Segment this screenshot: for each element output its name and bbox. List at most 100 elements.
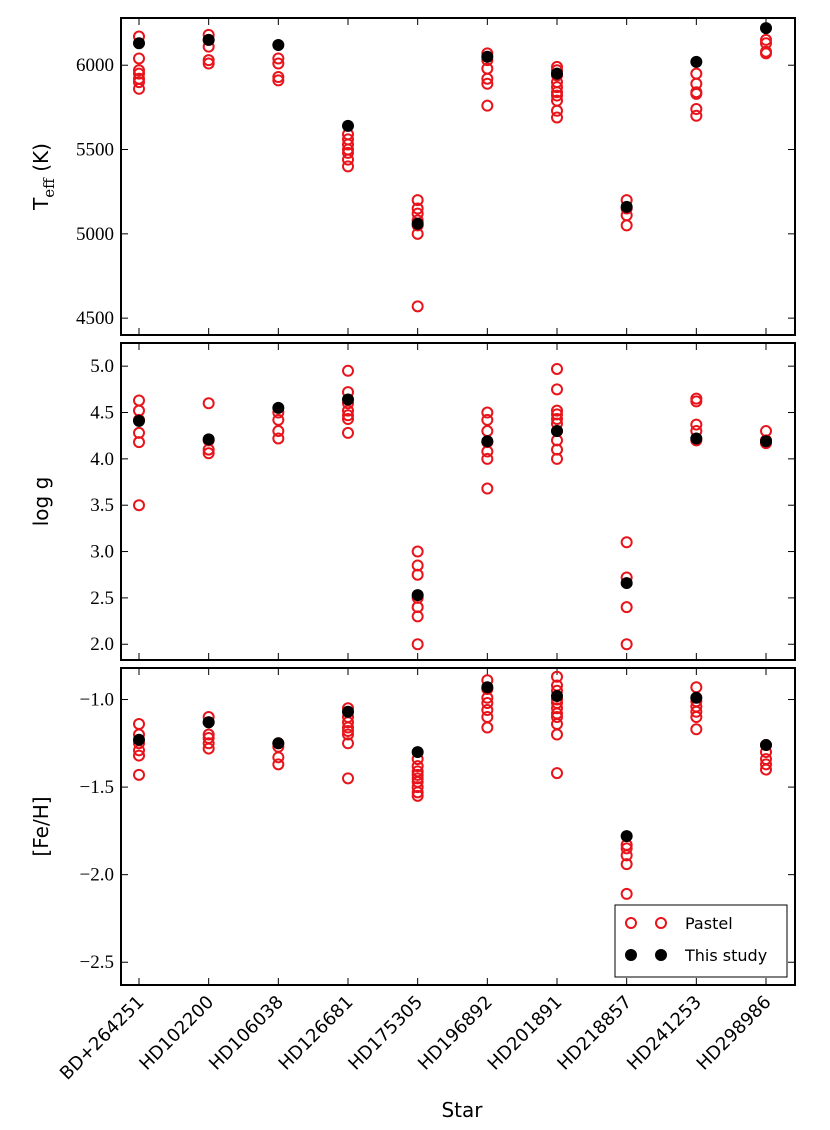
legend-label-pastel: Pastel xyxy=(685,914,733,933)
this-study-point xyxy=(272,38,285,51)
category-label: HD201891 xyxy=(484,992,567,1075)
panel-feh: −2.5 −2.0 −1.5 −1.0 [Fe/H] xyxy=(29,667,796,986)
pastel-point xyxy=(551,89,563,102)
this-study-point xyxy=(760,739,772,752)
pastel-point xyxy=(620,849,633,862)
category-label: HD126681 xyxy=(275,992,358,1075)
category-label: HD298986 xyxy=(693,992,776,1075)
y-tick-label: 2.5 xyxy=(90,588,114,609)
pastel-point xyxy=(481,721,494,734)
pastel-point xyxy=(551,413,563,426)
pastel-point xyxy=(202,737,215,750)
this-study-point xyxy=(342,119,354,132)
pastel-point xyxy=(690,87,703,100)
this-study-point xyxy=(202,433,215,446)
pastel-point xyxy=(272,758,285,771)
pastel-point xyxy=(202,54,215,67)
pastel-point xyxy=(272,413,285,426)
pastel-point xyxy=(411,768,424,781)
pastel-point xyxy=(342,153,354,166)
pastel-point xyxy=(133,76,145,89)
pastel-point xyxy=(342,413,354,426)
pastel-point xyxy=(411,545,424,558)
pastel-point xyxy=(620,638,633,651)
this-study-point xyxy=(411,217,424,230)
pastel-point xyxy=(411,638,424,651)
pastel-point xyxy=(202,447,215,460)
pastel-point xyxy=(551,81,563,94)
pastel-point xyxy=(411,786,424,799)
pastel-point xyxy=(620,858,633,871)
pastel-point xyxy=(342,721,354,734)
pastel-point xyxy=(133,718,145,731)
pastel-point xyxy=(481,704,494,717)
pastel-point xyxy=(133,67,145,80)
y-axis-title-feh: [Fe/H] xyxy=(29,796,53,856)
pastel-point xyxy=(342,160,354,173)
y-tick-label: −2.0 xyxy=(80,865,114,886)
x-axis-title: Star xyxy=(441,1098,483,1122)
pastel-point xyxy=(690,67,703,80)
pastel-point xyxy=(133,82,145,95)
pastel-point xyxy=(202,57,215,70)
pastel-point xyxy=(272,52,285,65)
pastel-point xyxy=(342,364,354,377)
pastel-point xyxy=(481,413,494,426)
pastel-point xyxy=(411,194,424,207)
pastel-point xyxy=(411,772,424,785)
pastel-point xyxy=(551,718,563,731)
pastel-point xyxy=(481,425,494,438)
pastel-point xyxy=(481,72,494,85)
pastel-point xyxy=(342,426,354,439)
pastel-point xyxy=(342,409,354,422)
pastel-point xyxy=(620,601,633,614)
legend-marker-this-study xyxy=(655,949,667,961)
pastel-point xyxy=(272,432,285,445)
category-label: HD218857 xyxy=(553,992,636,1075)
legend-label-this-study: This study xyxy=(684,946,767,965)
legend-marker-pastel xyxy=(625,917,637,929)
chart-panels: 4500 5000 5500 6000 Teff (K) 2.0 2.5 3.0 3.5 4.0 4… xyxy=(29,17,796,986)
this-study-point xyxy=(690,432,703,445)
legend-box xyxy=(614,904,788,978)
this-study-point xyxy=(760,22,772,35)
pastel-point xyxy=(411,568,424,581)
category-label: BD+264251 xyxy=(56,992,149,1085)
y-tick-label: 6000 xyxy=(76,55,114,76)
pastel-point xyxy=(551,104,563,117)
pastel-point xyxy=(202,742,215,755)
pastel-point xyxy=(551,111,563,124)
pastel-point xyxy=(620,219,633,232)
pastel-point xyxy=(760,47,772,60)
pastel-point xyxy=(481,99,494,112)
pastel-point xyxy=(481,406,494,419)
category-label: HD196892 xyxy=(414,992,497,1075)
pastel-point xyxy=(342,737,354,750)
panel-frame xyxy=(120,667,796,986)
panel-frame xyxy=(120,342,796,661)
pastel-point xyxy=(342,728,354,741)
this-study-point xyxy=(133,37,145,50)
pastel-point xyxy=(272,751,285,764)
pastel-point xyxy=(551,86,563,99)
pastel-point xyxy=(690,109,703,122)
pastel-point xyxy=(690,723,703,736)
pastel-point xyxy=(411,760,424,773)
legend: Pastel This study xyxy=(614,904,788,978)
this-study-point xyxy=(620,577,633,590)
this-study-point xyxy=(620,200,633,213)
pastel-point xyxy=(690,711,703,724)
legend-marker-this-study xyxy=(625,949,637,961)
pastel-point xyxy=(620,842,633,855)
y-axis-title-logg: log g xyxy=(29,477,53,527)
this-study-point xyxy=(760,435,772,448)
y-tick-label: 3.5 xyxy=(90,495,114,516)
pastel-point xyxy=(760,758,772,771)
pastel-point xyxy=(133,749,145,762)
pastel-point xyxy=(133,64,145,77)
y-tick-label: 5500 xyxy=(76,140,114,161)
y-tick-label: −1.0 xyxy=(80,690,114,711)
pastel-point xyxy=(690,103,703,116)
this-study-point xyxy=(272,737,285,750)
this-study-point xyxy=(481,50,494,63)
